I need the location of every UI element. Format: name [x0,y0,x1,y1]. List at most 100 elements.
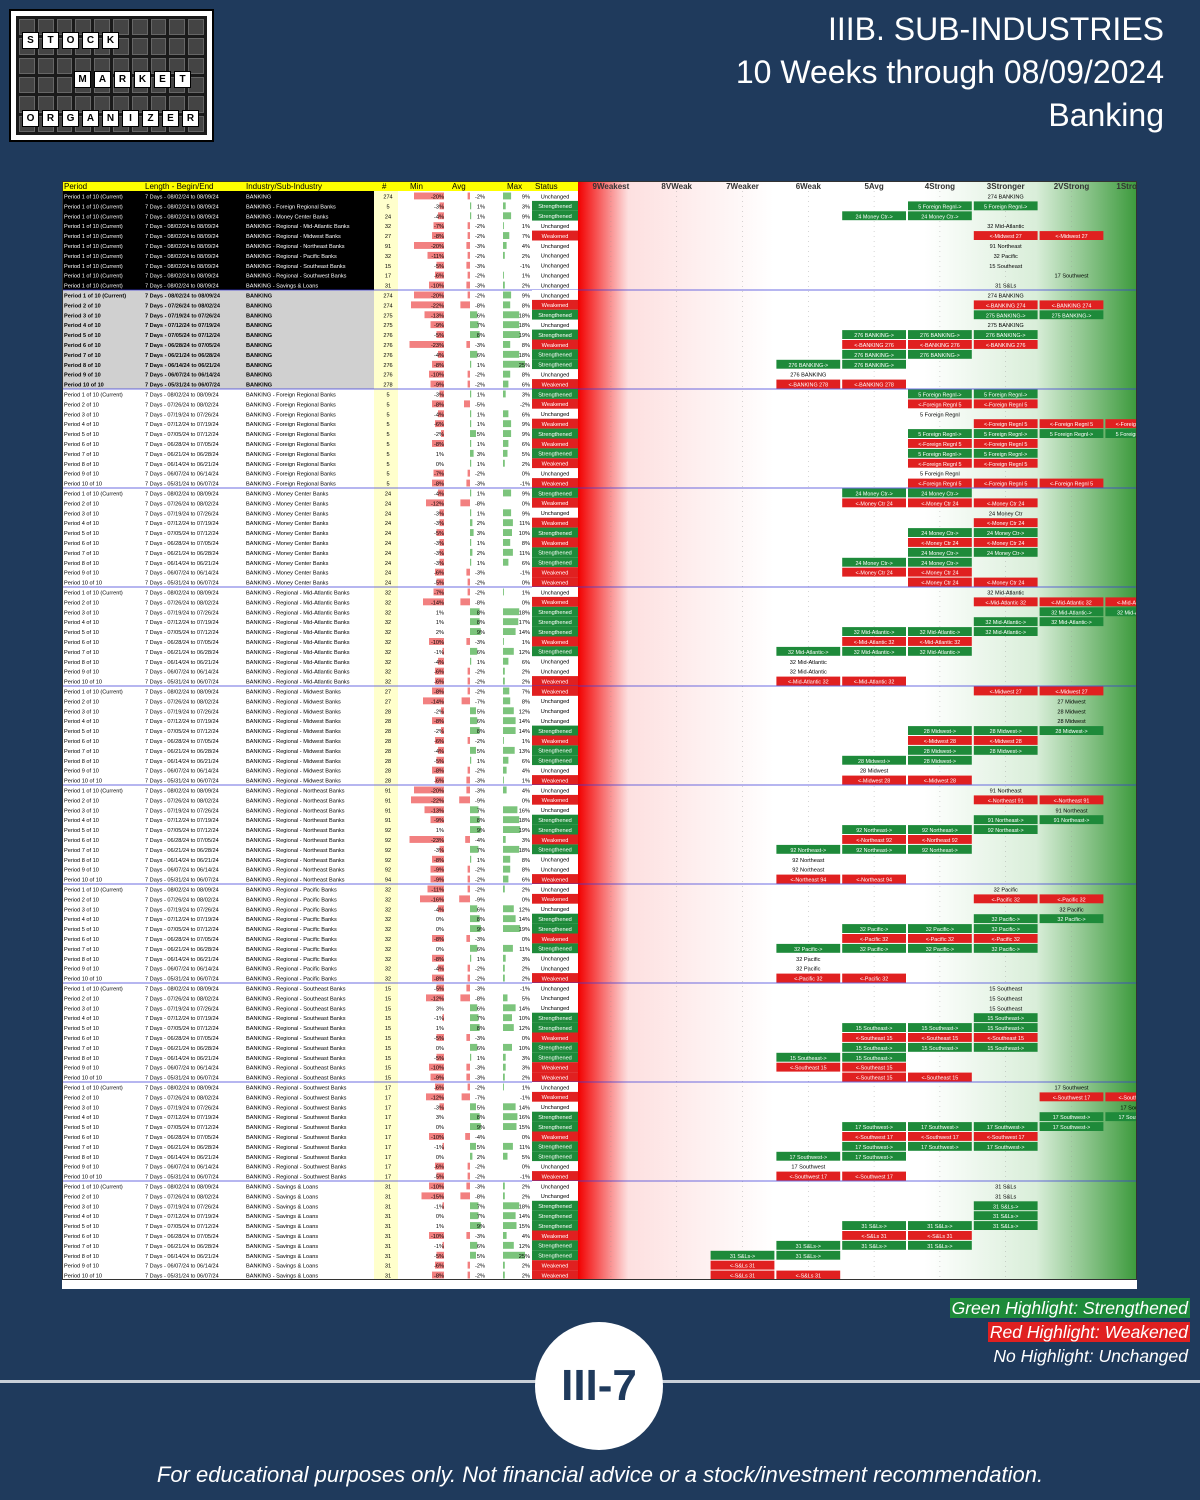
rank-move-cell [710,1260,775,1270]
avg-bar-negative [467,271,470,279]
rank-move-label: <-Midwest 27 [1055,690,1087,696]
cell-period: Period 9 of 10 [64,1264,99,1270]
rank-move-cell [973,528,1038,537]
cell-avg: -2% [475,195,485,201]
cell-industry: BANKING - Regional - Mid-Atlantic Banks [246,600,350,606]
status-cell [532,567,578,578]
rank-move-label: <-Foreign Regnl 5 [918,402,961,408]
cell-length: 7 Days - 06/28/24 to 07/05/24 [145,1135,219,1141]
status-cell [532,587,578,597]
min-bar [426,994,444,1002]
cell-max: 10% [519,531,530,537]
cell-period: Period 7 of 10 [64,452,99,458]
cell-period: Period 8 of 10 [64,1056,99,1062]
cell-count: 31 [385,1264,391,1270]
rank-label: 32 Pacific [796,957,820,963]
cell-length: 7 Days - 06/14/24 to 06/21/24 [145,759,219,765]
status-label: Weakened [542,1234,569,1240]
status-label: Weakened [542,679,569,685]
cell-max: 1% [522,1086,530,1092]
rank-move-label: 32 Pacific-> [992,947,1020,953]
status-cell [532,1210,578,1221]
header-rank-9weakest: 9Weakest [593,182,630,191]
avg-bar-negative [467,1162,470,1170]
rank-move-cell [776,1062,841,1072]
max-bar [503,529,512,536]
min-bar [436,331,444,338]
avg-bar-positive [470,618,480,626]
cell-avg: -9% [475,798,485,804]
avg-bar-positive [470,806,479,814]
rank-move-label: 32 Pacific-> [926,947,954,953]
max-bar [503,242,507,249]
cell-length: 7 Days - 07/19/24 to 07/26/24 [145,1204,219,1210]
min-bar [435,776,444,784]
cell-industry: BANKING - Regional - Mid-Atlantic Banks [246,620,350,626]
rank-move-label: <-Money Ctr 24 [987,501,1024,507]
rank-move-label: 17 Southwest-> [987,1125,1025,1131]
rank-move-label: 17 Southwest-> [855,1155,893,1161]
cell-max: 3% [522,838,530,844]
avg-bar-positive [470,746,476,754]
cell-min: -20% [431,195,444,201]
cell-min: -7% [434,472,444,478]
cell-period: Period 2 of 10 [64,600,99,606]
cell-length: 7 Days - 06/21/24 to 06/28/24 [145,551,219,557]
cell-min: 0% [436,947,444,953]
status-cell [532,884,578,894]
rank-move-label: 32 Mid-Atlantic-> [1051,610,1092,616]
status-cell [532,1012,578,1023]
cell-max: 10% [519,1016,530,1022]
min-bar [430,1073,444,1081]
rank-move-label: 17 Southwest-> [789,1155,827,1161]
rank-move-label: <-Southeast 15 [922,1036,959,1042]
cell-avg: 8% [477,729,485,735]
status-label: Weakened [542,521,569,527]
cell-length: 7 Days - 06/28/24 to 07/05/24 [145,1036,219,1042]
cell-count: 15 [385,1006,391,1012]
cell-min: -5% [434,1254,444,1260]
cell-period: Period 10 of 10 [64,383,104,389]
header-min: Min [410,182,423,191]
rank-move-label: <-BANKING 276 [920,343,960,349]
cell-max: 0% [522,472,530,478]
cell-count: 31 [385,284,391,290]
cell-period: Period 1 of 10 (Current) [64,234,123,240]
cell-length: 7 Days - 07/19/24 to 07/26/24 [145,610,219,616]
rank-move-cell [973,914,1038,924]
min-bar [424,806,444,814]
cell-max: 14% [519,1214,530,1220]
count-column-background [374,191,398,1280]
cell-industry: BANKING - Foreign Regional Banks [246,442,336,448]
cell-period: Period 10 of 10 [64,581,102,587]
cell-max: 15% [519,1125,530,1131]
cell-period: Period 1 of 10 (Current) [64,195,123,201]
rank-move-cell [973,1132,1038,1141]
status-label: Strengthened [538,947,572,953]
min-bar [411,796,444,804]
cell-count: 28 [385,709,391,715]
cell-count: 5 [386,422,389,428]
rank-move-label: <-Southwest 17 [855,1135,893,1141]
status-cell [532,398,578,409]
status-label: Strengthened [538,551,572,557]
cell-min: 1% [436,1026,444,1032]
cell-avg: -8% [475,1194,485,1200]
rank-move-cell [842,637,906,646]
cell-min: -9% [434,868,444,874]
logo-letter: E [154,71,171,88]
cell-period: Period 8 of 10 [64,363,101,369]
rank-move-label: 32 Mid-Atlantic-> [920,650,961,656]
rank-move-cell [908,825,972,834]
cell-min: -6% [434,422,444,428]
rank-move-cell [908,429,972,438]
cell-period: Period 4 of 10 [64,422,99,428]
cell-period: Period 2 of 10 [64,798,99,804]
avg-bar-positive [470,489,472,497]
status-label: Weakened [542,580,569,586]
cell-industry: BANKING - Foreign Regional Banks [246,472,336,478]
cell-count: 32 [385,977,391,983]
rank-move-label: <-Southeast 15 [856,1036,893,1042]
cell-count: 31 [385,1224,391,1230]
cell-min: 0% [436,462,444,468]
